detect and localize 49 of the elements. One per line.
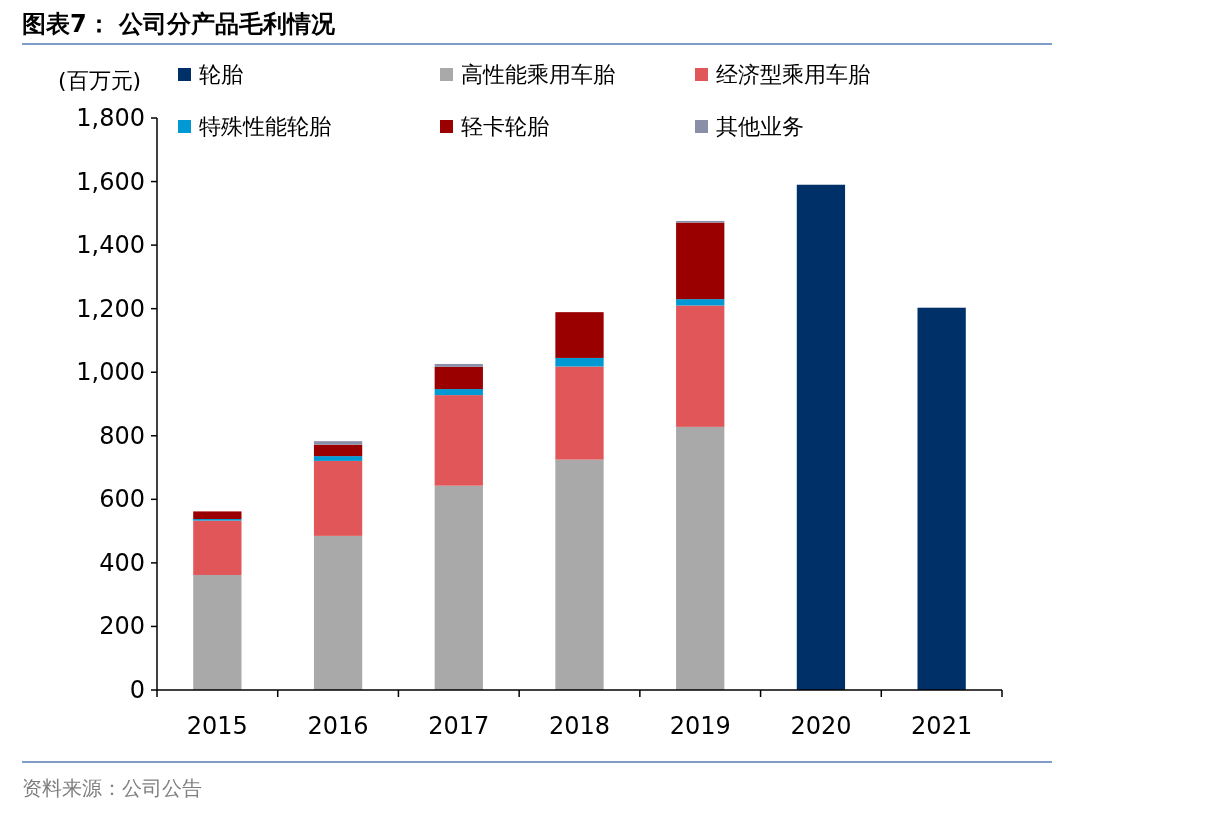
bar <box>796 184 846 690</box>
bar <box>434 485 483 690</box>
bar <box>676 305 725 427</box>
bar <box>676 222 725 300</box>
y-tick-label: 1,800 <box>76 104 145 132</box>
legend-label: 轻卡轮胎 <box>461 114 549 139</box>
y-tick-label: 1,000 <box>76 358 145 387</box>
y-tick-label: 1,600 <box>76 167 145 196</box>
bar <box>193 574 242 690</box>
legend-label: 特殊性能轮胎 <box>199 114 331 139</box>
text: 资料来源：公司公告 <box>22 776 202 800</box>
x-tick-label: 2017 <box>428 712 490 740</box>
bar <box>555 459 604 690</box>
bar <box>193 520 242 575</box>
bar <box>434 366 483 390</box>
bar <box>313 460 363 536</box>
y-tick-label: 1,400 <box>76 231 145 260</box>
x-tick-label: 2015 <box>186 712 248 740</box>
y-tick-label: 600 <box>99 485 145 514</box>
x-tick-label: 2016 <box>307 712 369 740</box>
bar <box>193 511 242 520</box>
bar <box>313 535 363 690</box>
x-tick-label: 2019 <box>669 712 731 740</box>
bar <box>676 426 725 690</box>
bar <box>917 307 966 690</box>
y-tick-label: 0 <box>129 676 145 704</box>
bar <box>313 456 363 461</box>
y-tick-label: 200 <box>99 612 145 641</box>
x-tick-label: 2018 <box>548 712 611 740</box>
legend-label: 其他业务 <box>716 114 804 139</box>
y-tick-label: 1,200 <box>76 294 145 323</box>
bar <box>676 299 725 306</box>
x-tick-label: 2021 <box>911 712 973 740</box>
y-tick-label: 400 <box>99 548 145 577</box>
legend-label: 高性能乘用车胎 <box>461 62 615 87</box>
y-tick-label: 800 <box>99 421 145 450</box>
bar <box>555 366 604 460</box>
legend-label: 轮胎 <box>199 62 243 87</box>
bar <box>434 363 483 367</box>
bar <box>434 389 483 396</box>
bar <box>313 444 363 457</box>
chart-title: 图表7： 公司分产品毛利情况 <box>22 10 337 38</box>
bar <box>555 312 604 358</box>
x-tick-label: 2020 <box>790 712 852 740</box>
bar <box>313 441 363 445</box>
bar <box>434 395 483 486</box>
y-axis-title: (百万元) <box>58 68 142 93</box>
bar <box>555 357 604 367</box>
legend-label: 经济型乘用车胎 <box>716 62 870 87</box>
